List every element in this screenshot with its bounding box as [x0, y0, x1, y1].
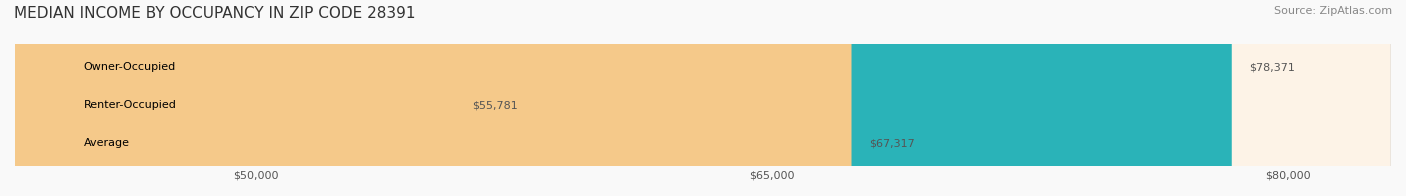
- FancyBboxPatch shape: [0, 0, 531, 196]
- FancyBboxPatch shape: [15, 0, 1391, 196]
- Text: Average: Average: [84, 138, 129, 148]
- Text: $78,371: $78,371: [1249, 62, 1295, 72]
- Text: MEDIAN INCOME BY OCCUPANCY IN ZIP CODE 28391: MEDIAN INCOME BY OCCUPANCY IN ZIP CODE 2…: [14, 6, 416, 21]
- FancyBboxPatch shape: [15, 0, 1391, 196]
- Text: $55,781: $55,781: [472, 100, 517, 110]
- Text: $67,317: $67,317: [869, 138, 914, 148]
- Text: Owner-Occupied: Owner-Occupied: [84, 62, 176, 72]
- FancyBboxPatch shape: [15, 0, 852, 196]
- Text: Renter-Occupied: Renter-Occupied: [84, 100, 177, 110]
- FancyBboxPatch shape: [15, 0, 1232, 196]
- Text: Source: ZipAtlas.com: Source: ZipAtlas.com: [1274, 6, 1392, 16]
- FancyBboxPatch shape: [15, 0, 1391, 196]
